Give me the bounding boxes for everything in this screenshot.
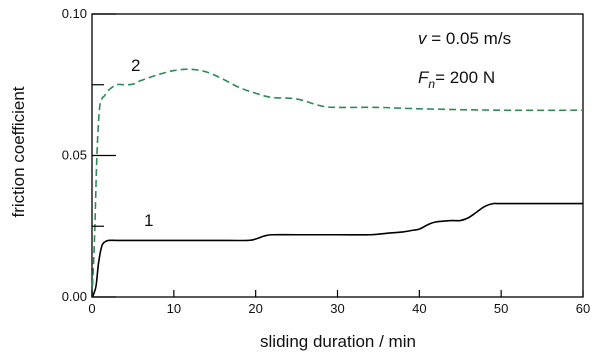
x-tick-label: 60	[576, 301, 590, 316]
series-1-line	[91, 202, 583, 298]
y-tick-label: 0.00	[62, 289, 87, 304]
series-1-label: 1	[144, 211, 153, 230]
x-tick-label: 40	[412, 301, 426, 316]
x-tick-label: 10	[167, 301, 181, 316]
velocity-annotation: v = 0.05 m/s	[418, 29, 511, 48]
series-layer	[91, 68, 584, 298]
x-tick-label: 20	[248, 301, 262, 316]
x-axis-title: sliding duration / min	[260, 332, 416, 351]
x-tick-label: 0	[88, 301, 95, 316]
normal-force-annotation: Fn= 200 N	[418, 68, 495, 91]
x-tick-label: 30	[330, 301, 344, 316]
plot-area-border	[91, 13, 584, 298]
plot-frame	[91, 13, 584, 298]
series-2-line	[91, 68, 584, 298]
y-tick-label: 0.05	[62, 148, 87, 163]
y-axis-title: friction coefficient	[9, 86, 28, 217]
tick-layer: 0 10 20 30 40 50 60 0.00 0.05 0.10	[62, 6, 591, 316]
x-tick-label: 50	[494, 301, 508, 316]
series-2-label: 2	[131, 56, 140, 75]
y-tick-label: 0.10	[62, 6, 87, 21]
